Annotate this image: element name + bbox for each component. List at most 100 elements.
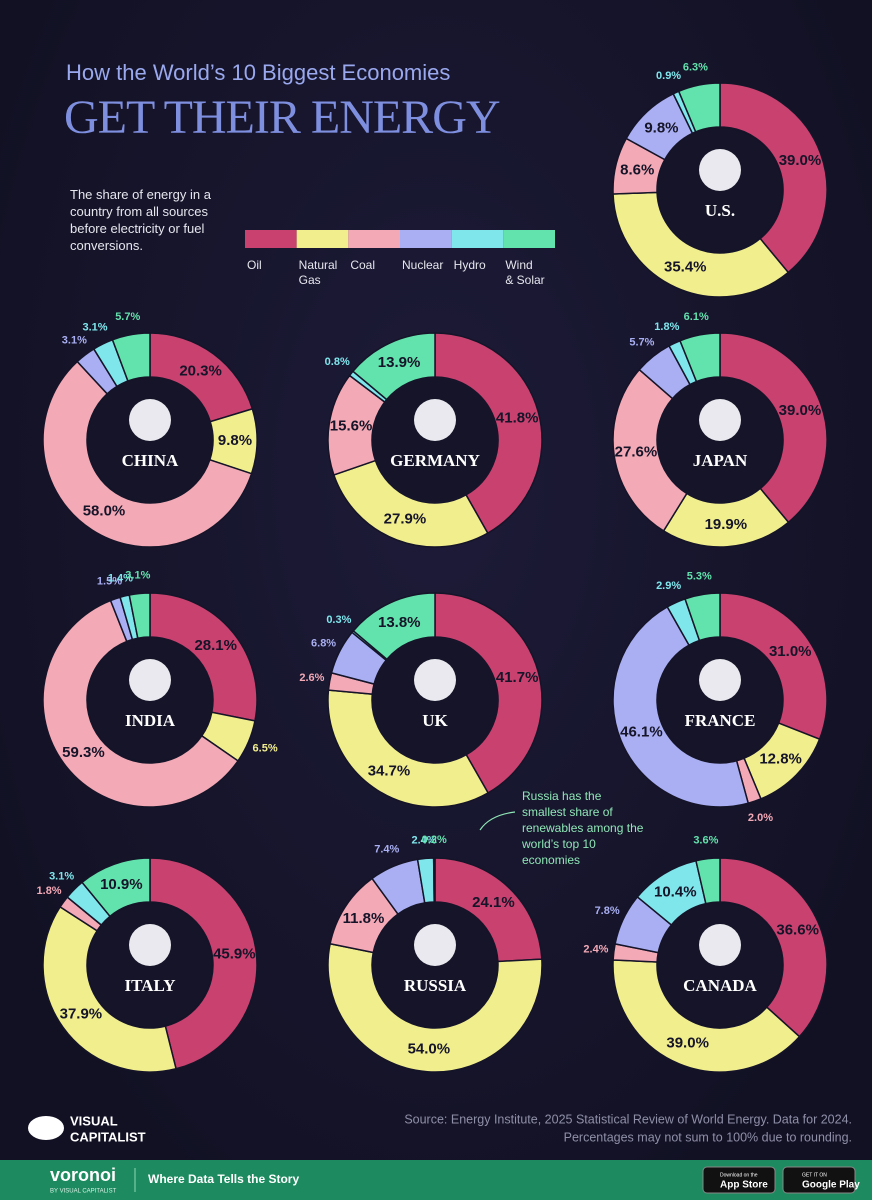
value-label: 3.1% [49, 871, 74, 883]
value-label: 27.9% [384, 510, 427, 527]
value-label: 34.7% [368, 762, 411, 779]
value-label: 3.1% [125, 569, 150, 581]
value-label: 37.9% [60, 1005, 103, 1022]
value-label: 41.7% [496, 669, 539, 686]
donut-segment [149, 857, 258, 1070]
chart-title: INDIA [125, 711, 176, 730]
donut-segment [612, 191, 790, 298]
flag [414, 659, 456, 701]
value-label: 9.8% [644, 119, 678, 136]
value-label: 7.4% [374, 844, 399, 856]
legend-line: Natural [299, 258, 338, 272]
donut-segment [612, 959, 801, 1073]
flag [699, 659, 741, 701]
wrapped-text: The share of energy in a country from all… [70, 187, 212, 253]
value-label: 2.4% [411, 834, 436, 846]
legend-label: Wind & Solar [505, 258, 544, 287]
donut-segment [149, 592, 258, 722]
donut-segment [111, 332, 151, 382]
source-note: Percentages may not sum to 100% due to r… [564, 1130, 852, 1144]
donut-segment [612, 605, 750, 808]
title: GET THEIR ENERGY [64, 91, 500, 144]
legend-line: Wind [505, 258, 532, 272]
donut-segment [42, 905, 177, 1073]
value-label: 19.9% [705, 516, 748, 533]
legend-label: Natural Gas [299, 258, 338, 287]
value-label: 11.8% [343, 910, 385, 927]
legend-label: Coal [350, 258, 375, 272]
donut-segment [42, 360, 253, 548]
chart-title: ITALY [124, 976, 175, 995]
donut-segment [719, 857, 828, 1038]
flag [129, 399, 171, 441]
value-label: 6.3% [683, 61, 708, 73]
value-label: 10.9% [100, 876, 143, 893]
value-label: 45.9% [213, 946, 256, 963]
chart-title: GERMANY [390, 451, 480, 470]
value-label: 8.6% [620, 161, 654, 178]
value-label: 1.4% [108, 572, 133, 584]
donut-segment [327, 942, 543, 1073]
donut-segment [81, 857, 151, 918]
chart-title: CANADA [683, 976, 757, 995]
chart-title: CHINA [122, 451, 179, 470]
value-label: 13.9% [378, 354, 421, 371]
value-label: 9.8% [218, 432, 252, 449]
value-label: 24.1% [472, 894, 515, 911]
legend-swatch [503, 230, 555, 248]
value-label: 15.6% [330, 418, 373, 435]
donut-segment [719, 82, 828, 274]
donut-segment [434, 592, 543, 794]
value-label: 1.8% [37, 885, 62, 897]
donut-segment [432, 857, 436, 903]
value-label: 39.0% [779, 152, 822, 169]
flag [129, 924, 171, 966]
value-label: 10.4% [654, 884, 697, 901]
legend-label: Nuclear [402, 258, 443, 272]
legend-swatch [348, 230, 400, 248]
google-play: Google Play [802, 1180, 860, 1191]
donut-segment [719, 592, 828, 741]
app-store-button[interactable] [702, 1166, 776, 1194]
google-small: GET IT ON [802, 1172, 827, 1178]
value-label: 39.0% [666, 1035, 709, 1052]
flag [414, 399, 456, 441]
value-label: 2.4% [583, 944, 608, 956]
flag [699, 399, 741, 441]
value-label: 12.8% [759, 751, 802, 768]
google-play-button[interactable] [782, 1166, 856, 1194]
value-label: 3.1% [62, 334, 87, 346]
flag [699, 149, 741, 191]
subtitle: How the World’s 10 Biggest Economies [66, 60, 450, 85]
value-label: 6.5% [253, 743, 278, 755]
value-label: 5.7% [115, 311, 140, 323]
flag [129, 659, 171, 701]
donut-segment [327, 689, 490, 808]
donut-segment [612, 368, 688, 532]
value-label: 6.8% [311, 637, 336, 649]
value-label: 5.7% [629, 336, 654, 348]
value-label: 2.0% [748, 812, 773, 824]
value-label: 28.1% [194, 637, 237, 654]
brand-logo [28, 1116, 64, 1140]
flag [414, 924, 456, 966]
value-label: 58.0% [83, 502, 126, 519]
donut-segment [695, 857, 721, 905]
value-label: 59.3% [62, 744, 105, 761]
donut-segment [351, 332, 436, 401]
value-label: 54.0% [408, 1041, 451, 1058]
value-label: 13.8% [378, 614, 421, 631]
donut-segment [332, 459, 489, 548]
value-label: 3.1% [82, 322, 107, 334]
value-label: 35.4% [664, 259, 707, 276]
donut-segment [679, 332, 721, 383]
legend-line: & Solar [505, 273, 544, 287]
value-label: 5.3% [687, 571, 712, 583]
legend-swatch [451, 230, 504, 248]
value-label: 2.9% [656, 580, 681, 592]
donut-segment [352, 592, 436, 661]
value-label: 1.8% [654, 321, 679, 333]
value-label: 3.6% [693, 835, 718, 847]
